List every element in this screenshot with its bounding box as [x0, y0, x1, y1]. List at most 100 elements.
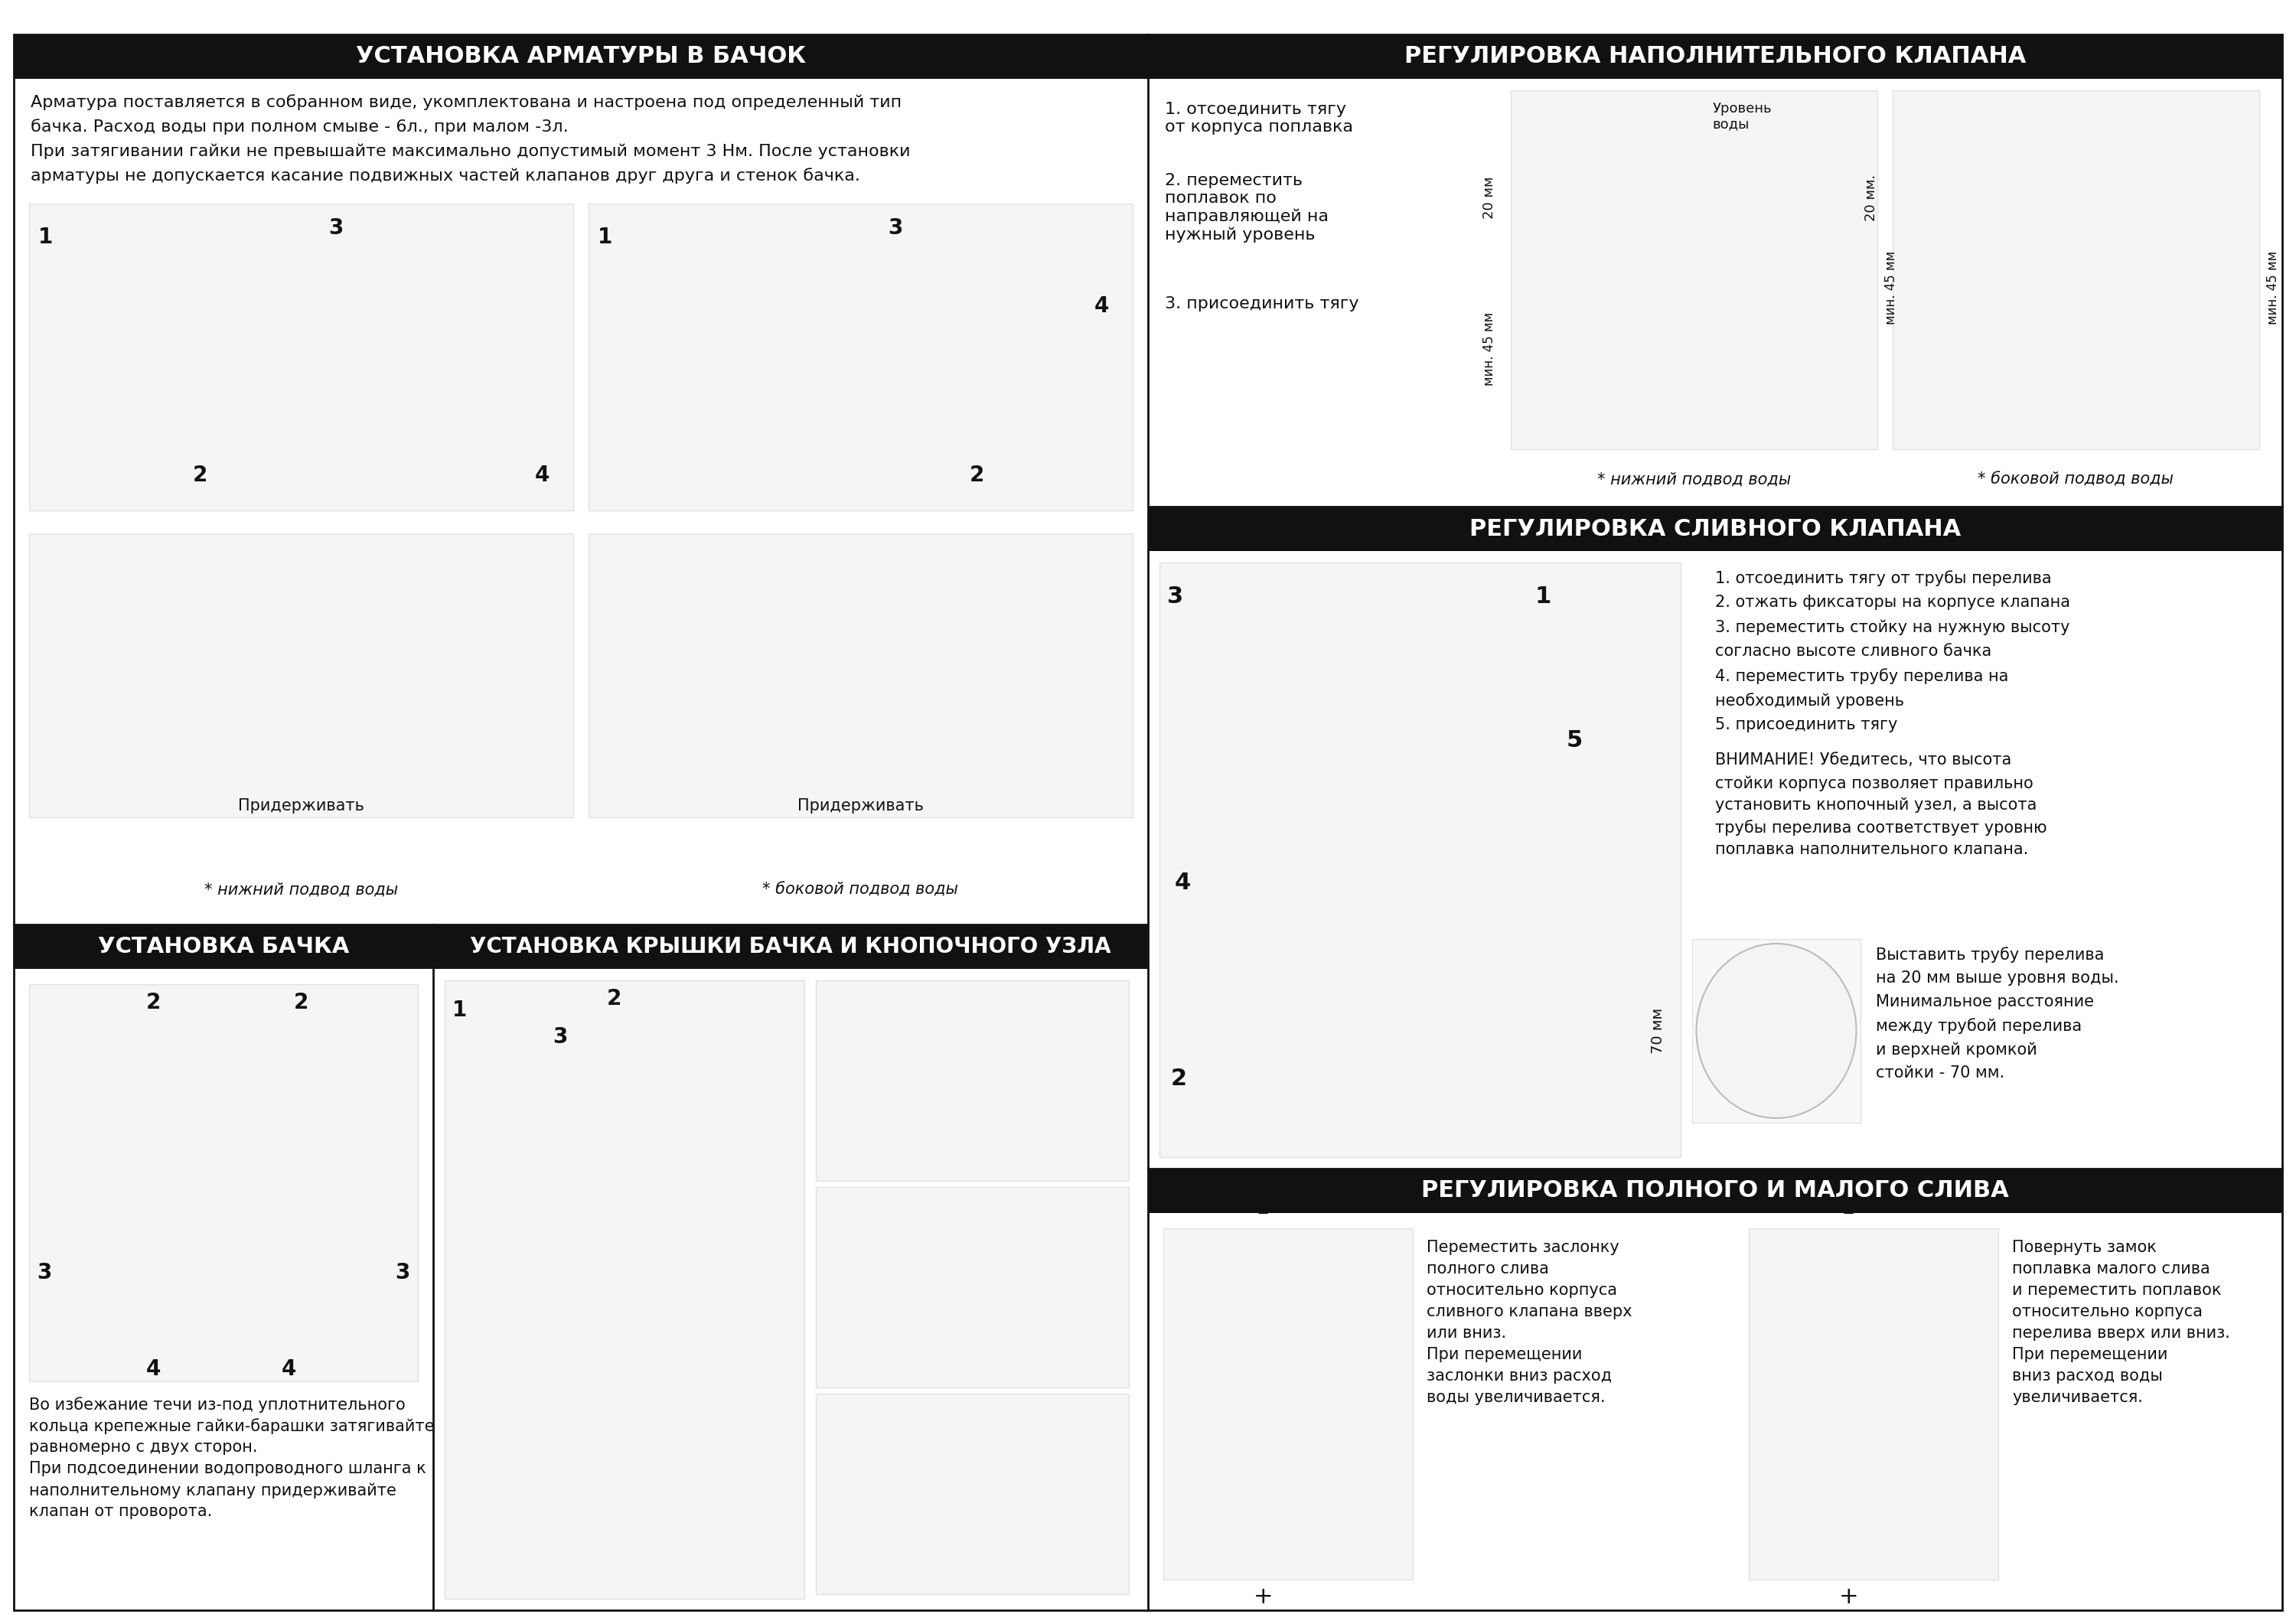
Text: 20 мм.: 20 мм.: [1864, 174, 1878, 221]
Text: сливного клапана вверх: сливного клапана вверх: [1426, 1304, 1632, 1319]
Text: РЕГУЛИРОВКА СЛИВНОГО КЛАПАНА: РЕГУЛИРОВКА СЛИВНОГО КЛАПАНА: [1469, 518, 1961, 539]
Text: УСТАНОВКА АРМАТУРЫ В БАЧОК: УСТАНОВКА АРМАТУРЫ В БАЧОК: [356, 45, 806, 68]
Text: 4: 4: [282, 1358, 296, 1380]
Bar: [1164, 1228, 1412, 1580]
Text: УСТАНОВКА БАЧКА: УСТАНОВКА БАЧКА: [99, 935, 349, 958]
Text: равномерно с двух сторон.: равномерно с двух сторон.: [30, 1439, 257, 1455]
Text: –: –: [1844, 1202, 1855, 1224]
Text: необходимый уровень: необходимый уровень: [1715, 692, 1903, 708]
Text: 4: 4: [1095, 296, 1109, 317]
Text: 70 мм: 70 мм: [1651, 1009, 1665, 1054]
Text: Арматура поставляется в собранном виде, укомплектована и настроена под определен: Арматура поставляется в собранном виде, …: [30, 94, 902, 110]
Text: * боковой подвод воды: * боковой подвод воды: [762, 882, 960, 898]
Text: арматуры не допускается касание подвижных частей клапанов друг друга и стенок ба: арматуры не допускается касание подвижны…: [30, 167, 861, 184]
Text: полного слива: полного слива: [1426, 1262, 1550, 1276]
Text: клапан от проворота.: клапан от проворота.: [30, 1504, 211, 1518]
Bar: [14, 34, 1148, 80]
Text: При подсоединении водопроводного шланга к: При подсоединении водопроводного шланга …: [30, 1462, 427, 1476]
Text: 2. переместить
поплавок по
направляющей на
нужный уровень: 2. переместить поплавок по направляющей …: [1164, 174, 1329, 242]
Text: 3: 3: [889, 218, 902, 239]
Bar: [1692, 939, 1860, 1122]
Bar: [30, 533, 574, 817]
Text: 3. переместить стойку на нужную высоту: 3. переместить стойку на нужную высоту: [1715, 619, 2071, 635]
Text: 5: 5: [1566, 729, 1582, 752]
Text: относительно корпуса: относительно корпуса: [2011, 1304, 2202, 1319]
Text: вниз расход воды: вниз расход воды: [2011, 1369, 2163, 1384]
Text: 3: 3: [37, 1262, 51, 1283]
Text: +: +: [1254, 1585, 1272, 1608]
Text: Придерживать: Придерживать: [239, 799, 365, 814]
Text: Минимальное расстояние: Минимальное расстояние: [1876, 994, 2094, 1010]
Text: РЕГУЛИРОВКА ПОЛНОГО И МАЛОГО СЛИВА: РЕГУЛИРОВКА ПОЛНОГО И МАЛОГО СЛИВА: [1421, 1179, 2009, 1202]
Text: мин. 45 мм: мин. 45 мм: [2266, 250, 2280, 325]
Text: стойки - 70 мм.: стойки - 70 мм.: [1876, 1065, 2004, 1080]
Ellipse shape: [1697, 944, 1855, 1119]
Text: 4: 4: [535, 464, 549, 486]
Bar: [1148, 1169, 2282, 1213]
Text: или вниз.: или вниз.: [1426, 1325, 1506, 1341]
Text: наполнительному клапану придерживайте: наполнительному клапану придерживайте: [30, 1483, 397, 1497]
Text: 5. присоединить тягу: 5. присоединить тягу: [1715, 718, 1896, 732]
Bar: [1511, 91, 1878, 450]
Bar: [434, 924, 1148, 970]
Text: Уровень
воды: Уровень воды: [1713, 102, 1773, 132]
Text: Выставить трубу перелива: Выставить трубу перелива: [1876, 947, 2103, 963]
Text: 3: 3: [553, 1026, 567, 1047]
Text: кольца крепежные гайки-барашки затягивайте: кольца крепежные гайки-барашки затягивай…: [30, 1418, 434, 1434]
Text: При затягивании гайки не превышайте максимально допустимый момент 3 Нм. После ус: При затягивании гайки не превышайте макс…: [30, 143, 909, 159]
Text: 1: 1: [39, 226, 53, 248]
Text: 1. отсоединить тягу от трубы перелива: 1. отсоединить тягу от трубы перелива: [1715, 570, 2053, 586]
Text: 1: 1: [1534, 586, 1552, 607]
Bar: [30, 203, 574, 510]
Text: 3. присоединить тягу: 3. присоединить тягу: [1164, 296, 1359, 312]
Text: 2: 2: [606, 987, 622, 1010]
Bar: [815, 1187, 1130, 1387]
Text: При перемещении: При перемещении: [1426, 1346, 1582, 1363]
Text: поплавка наполнительного клапана.: поплавка наполнительного клапана.: [1715, 841, 2027, 857]
Text: мин. 45 мм: мин. 45 мм: [1483, 312, 1497, 385]
Text: перелива вверх или вниз.: перелива вверх или вниз.: [2011, 1325, 2229, 1341]
Text: 2: 2: [145, 992, 161, 1013]
Bar: [815, 1393, 1130, 1595]
Text: 1. отсоединить тягу
от корпуса поплавка: 1. отсоединить тягу от корпуса поплавка: [1164, 102, 1352, 135]
Text: 20 мм: 20 мм: [1483, 177, 1497, 219]
Text: 3: 3: [1166, 586, 1182, 607]
Text: стойки корпуса позволяет правильно: стойки корпуса позволяет правильно: [1715, 775, 2034, 791]
Text: установить кнопочный узел, а высота: установить кнопочный узел, а высота: [1715, 797, 2037, 814]
Text: При перемещении: При перемещении: [2011, 1346, 2167, 1363]
Text: 1: 1: [597, 226, 613, 248]
Text: Во избежание течи из-под уплотнительного: Во избежание течи из-под уплотнительного: [30, 1397, 406, 1413]
Text: 2: 2: [193, 464, 207, 486]
Text: 2: 2: [1171, 1069, 1187, 1090]
Text: 1: 1: [452, 999, 466, 1021]
Text: Придерживать: Придерживать: [797, 799, 923, 814]
Bar: [588, 203, 1132, 510]
Text: * нижний подвод воды: * нижний подвод воды: [1598, 473, 1791, 487]
Text: Переместить заслонку: Переместить заслонку: [1426, 1239, 1619, 1255]
Text: на 20 мм выше уровня воды.: на 20 мм выше уровня воды.: [1876, 971, 2119, 986]
Text: 2. отжать фиксаторы на корпусе клапана: 2. отжать фиксаторы на корпусе клапана: [1715, 594, 2071, 611]
Bar: [1750, 1228, 1998, 1580]
Text: увеличивается.: увеличивается.: [2011, 1390, 2142, 1405]
Text: УСТАНОВКА КРЫШКИ БАЧКА И КНОПОЧНОГО УЗЛА: УСТАНОВКА КРЫШКИ БАЧКА И КНОПОЧНОГО УЗЛА: [471, 935, 1111, 958]
Bar: [1148, 507, 2282, 551]
Text: –: –: [1258, 1202, 1270, 1224]
Text: трубы перелива соответствует уровню: трубы перелива соответствует уровню: [1715, 820, 2048, 836]
Bar: [1892, 91, 2259, 450]
Bar: [1159, 562, 1681, 1158]
Bar: [14, 924, 434, 970]
Text: 4. переместить трубу перелива на: 4. переместить трубу перелива на: [1715, 667, 2009, 684]
Text: ВНИМАНИЕ! Убедитесь, что высота: ВНИМАНИЕ! Убедитесь, что высота: [1715, 754, 2011, 768]
Bar: [30, 984, 418, 1382]
Bar: [1148, 34, 2282, 80]
Text: * нижний подвод воды: * нижний подвод воды: [204, 882, 397, 898]
Text: 3: 3: [328, 218, 342, 239]
Bar: [588, 533, 1132, 817]
Text: 4: 4: [145, 1358, 161, 1380]
Text: * боковой подвод воды: * боковой подвод воды: [1977, 473, 2174, 487]
Text: бачка. Расход воды при полном смыве - 6л., при малом -3л.: бачка. Расход воды при полном смыве - 6л…: [30, 119, 569, 135]
Text: и верхней кромкой: и верхней кромкой: [1876, 1041, 2037, 1057]
Text: между трубой перелива: между трубой перелива: [1876, 1018, 2082, 1034]
Text: 4: 4: [1176, 872, 1192, 893]
Text: 2: 2: [969, 464, 985, 486]
